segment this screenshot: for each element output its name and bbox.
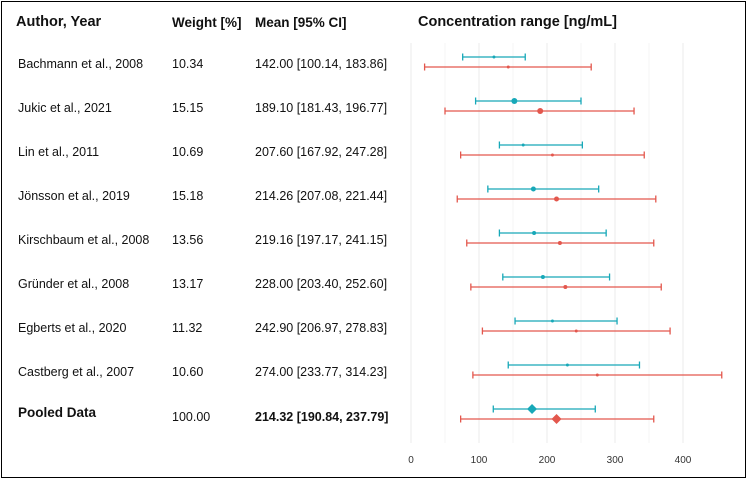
row-weight: 15.18 [172, 189, 204, 203]
header-weight: Weight [%] [172, 15, 242, 30]
point-estimate [532, 231, 537, 235]
row-weight: 10.60 [172, 365, 204, 379]
row-mean: 207.60 [167.92, 247.28] [255, 145, 388, 159]
row-study: Bachmann et al., 2008 [18, 57, 144, 71]
row-study: Egberts et al., 2020 [18, 321, 127, 335]
header-concentration-range: Concentration range [ng/mL] [418, 14, 617, 30]
header-mean: Mean [95% CI] [255, 15, 347, 30]
pooled-mean: 214.32 [190.84, 237.79] [255, 410, 389, 424]
row-weight: 11.32 [172, 321, 203, 335]
row-weight: 13.17 [172, 277, 204, 291]
point-estimate [537, 108, 544, 114]
point-estimate [595, 373, 599, 377]
row-weight: 15.15 [172, 101, 204, 115]
row-mean: 242.90 [206.97, 278.83] [255, 321, 388, 335]
pooled-diamond [551, 414, 562, 424]
point-estimate [492, 55, 496, 59]
point-estimate [574, 329, 578, 333]
point-estimate [511, 98, 518, 104]
point-estimate [550, 319, 554, 323]
point-estimate [530, 186, 536, 192]
point-estimate [565, 363, 569, 367]
row-weight: 10.69 [172, 145, 204, 159]
row-study: Kirschbaum et al., 2008 [18, 233, 150, 247]
point-estimate [540, 275, 545, 279]
row-study: Jönsson et al., 2019 [18, 189, 130, 203]
x-tick-label: 100 [471, 455, 488, 466]
x-tick-label: 300 [607, 455, 624, 466]
row-mean: 228.00 [203.40, 252.60] [255, 277, 388, 291]
row-mean: 142.00 [100.14, 183.86] [255, 57, 388, 71]
row-study: Lin et al., 2011 [18, 145, 100, 159]
point-estimate [563, 285, 568, 289]
header-author: Author, Year [16, 14, 102, 30]
x-tick-label: 0 [408, 455, 414, 466]
pooled-diamond [527, 404, 538, 414]
row-mean: 189.10 [181.43, 196.77] [255, 101, 388, 115]
row-mean: 214.26 [207.08, 221.44] [255, 189, 388, 203]
row-weight: 10.34 [172, 57, 204, 71]
x-tick-label: 200 [539, 455, 556, 466]
row-mean: 274.00 [233.77, 314.23] [255, 365, 388, 379]
row-mean: 219.16 [197.17, 241.15] [255, 233, 388, 247]
point-estimate [506, 65, 510, 69]
pooled-study: Pooled Data [18, 405, 97, 420]
point-estimate [550, 153, 554, 157]
row-study: Jukic et al., 2021 [18, 101, 112, 115]
row-weight: 13.56 [172, 233, 204, 247]
x-tick-label: 400 [675, 455, 692, 466]
row-study: Gründer et al., 2008 [18, 277, 130, 291]
pooled-weight: 100.00 [172, 410, 211, 424]
point-estimate [521, 143, 525, 147]
row-study: Castberg et al., 2007 [18, 365, 135, 379]
point-estimate [557, 241, 562, 245]
point-estimate [554, 196, 560, 202]
